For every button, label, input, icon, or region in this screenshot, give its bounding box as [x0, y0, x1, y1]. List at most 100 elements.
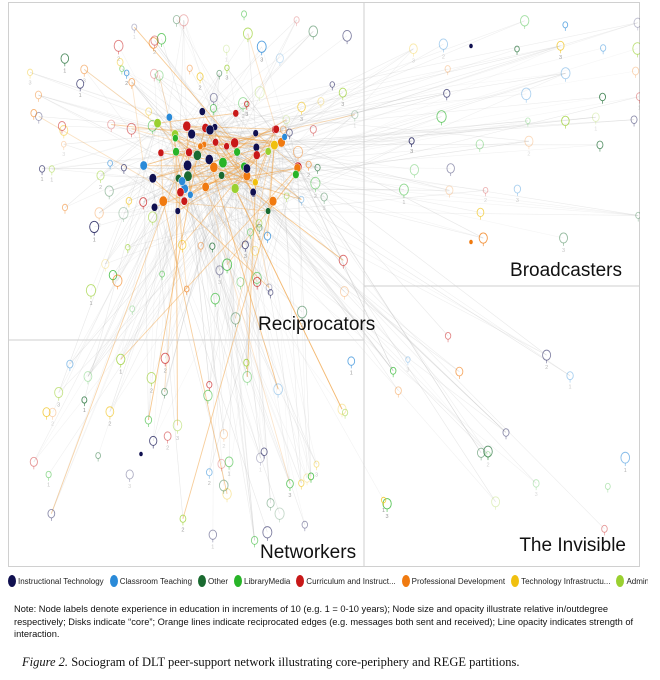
legend-swatch [296, 575, 305, 587]
svg-text:3: 3 [29, 81, 32, 87]
svg-text:3: 3 [535, 492, 538, 498]
svg-text:1: 1 [93, 238, 96, 244]
svg-text:3: 3 [562, 248, 565, 254]
svg-text:2: 2 [99, 185, 102, 191]
legend-item-library-media: LibraryMedia [234, 575, 290, 587]
svg-text:1: 1 [63, 68, 66, 74]
legend-label: LibraryMedia [244, 576, 291, 586]
svg-text:3: 3 [225, 76, 228, 82]
svg-text:3: 3 [315, 472, 318, 478]
svg-text:2: 2 [164, 368, 167, 374]
svg-text:1: 1 [624, 468, 627, 474]
legend-item-classroom-teaching: Classroom Teaching [109, 575, 193, 587]
sociogram-figure: 2332112221233213221132333132133133122233… [8, 2, 640, 567]
core-node-layer [139, 43, 473, 457]
svg-text:2: 2 [51, 422, 54, 428]
svg-text:1: 1 [41, 177, 44, 183]
svg-text:1: 1 [47, 483, 50, 489]
svg-text:3: 3 [176, 436, 179, 442]
svg-text:3: 3 [128, 484, 131, 490]
svg-text:3: 3 [62, 152, 65, 158]
svg-text:2: 2 [484, 198, 487, 204]
svg-text:2: 2 [153, 50, 156, 56]
svg-text:3: 3 [412, 59, 415, 65]
legend-item-curriculum-and-instruction: Curriculum and Instruct... [296, 575, 396, 587]
peripheral-node-layer: 2332112221233213221132333132133133122233… [27, 10, 640, 550]
svg-text:2: 2 [242, 114, 245, 120]
legend-swatch [616, 575, 625, 587]
region-label-reciprocators: Reciprocators [258, 314, 376, 335]
legend-label: Instructional Technology [18, 576, 104, 586]
svg-text:2: 2 [314, 194, 317, 200]
svg-text:2: 2 [222, 444, 225, 450]
legend-item-administrator: Administrator [616, 575, 648, 587]
svg-text:2: 2 [117, 56, 120, 62]
svg-text:2: 2 [486, 462, 489, 468]
svg-text:3: 3 [300, 117, 303, 123]
svg-text:1: 1 [50, 177, 53, 183]
svg-text:2: 2 [307, 173, 310, 179]
svg-text:2: 2 [442, 54, 445, 60]
legend-label: Other [208, 576, 229, 586]
svg-text:1: 1 [569, 385, 572, 391]
svg-text:2: 2 [125, 81, 128, 87]
svg-text:1: 1 [350, 370, 353, 376]
svg-text:3: 3 [410, 149, 413, 155]
legend-swatch [198, 575, 207, 587]
svg-text:2: 2 [150, 388, 153, 394]
figure-caption: Figure 2. Sociogram of DLT peer-support … [22, 655, 642, 670]
region-label-the-invisible: The Invisible [519, 535, 626, 556]
svg-text:3: 3 [288, 493, 291, 499]
legend-swatch [511, 575, 520, 587]
svg-text:2: 2 [208, 481, 211, 487]
legend-item-other: Other [198, 575, 228, 587]
svg-text:3: 3 [218, 280, 221, 286]
legend-label: Professional Development [411, 576, 506, 586]
caption-text: Sociogram of DLT peer-support network il… [68, 655, 520, 669]
legend: Instructional Technology Classroom Teach… [8, 571, 648, 591]
legend-swatch [8, 575, 16, 587]
legend-item-instructional-technology: Instructional Technology [8, 575, 104, 587]
legend-swatch [401, 575, 410, 587]
svg-text:1: 1 [83, 408, 86, 414]
svg-text:3: 3 [244, 254, 247, 260]
svg-text:1: 1 [402, 200, 405, 206]
svg-text:3: 3 [386, 514, 389, 520]
svg-text:2: 2 [98, 223, 101, 229]
figure-note: Note: Node labels denote experience in e… [14, 604, 634, 639]
svg-text:3: 3 [323, 206, 326, 212]
svg-text:2: 2 [545, 365, 548, 371]
svg-text:2: 2 [181, 527, 184, 533]
legend-swatch [234, 575, 243, 587]
legend-swatch [109, 575, 118, 587]
svg-text:1: 1 [133, 35, 136, 41]
caption-figure-label: Figure 2. [22, 655, 69, 669]
svg-text:1: 1 [79, 93, 82, 99]
svg-text:2: 2 [527, 151, 530, 157]
legend-item-professional-development: Professional Development [401, 575, 506, 587]
svg-text:1: 1 [638, 106, 640, 112]
figure-border [8, 2, 640, 567]
svg-text:3: 3 [559, 55, 562, 61]
svg-text:2: 2 [301, 323, 304, 329]
svg-text:1: 1 [211, 544, 214, 550]
svg-text:3: 3 [341, 102, 344, 108]
region-label-broadcasters: Broadcasters [510, 260, 622, 281]
svg-text:3: 3 [258, 236, 261, 242]
svg-text:1: 1 [228, 472, 231, 478]
svg-text:2: 2 [108, 422, 111, 428]
svg-text:1: 1 [225, 58, 228, 64]
svg-text:3: 3 [245, 112, 248, 118]
svg-text:1: 1 [119, 370, 122, 376]
svg-text:1: 1 [353, 124, 356, 130]
svg-text:3: 3 [406, 367, 409, 373]
svg-text:3: 3 [260, 57, 263, 63]
legend-label: Classroom Teaching [119, 576, 193, 586]
legend-label: Technology Infrastructu... [521, 576, 611, 586]
svg-text:2: 2 [199, 85, 202, 91]
svg-text:1: 1 [382, 508, 385, 514]
svg-text:3: 3 [83, 79, 86, 85]
svg-text:1: 1 [594, 126, 597, 132]
svg-text:1: 1 [259, 468, 262, 474]
partition-dividers [8, 2, 640, 567]
